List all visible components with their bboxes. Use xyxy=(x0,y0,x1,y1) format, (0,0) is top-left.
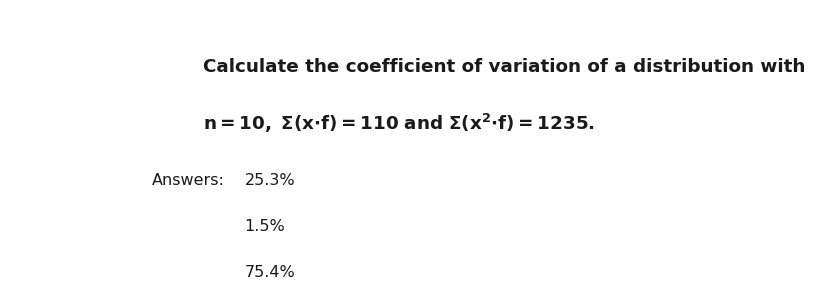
Text: Answers:: Answers: xyxy=(151,174,224,188)
Text: 75.4%: 75.4% xyxy=(245,265,295,280)
Text: 1.5%: 1.5% xyxy=(245,219,285,234)
Text: $\mathbf{n=10,\ \Sigma(x{\bullet}f)=110\ and\ \Sigma(x^2{\bullet}f)=1235.}$: $\mathbf{n=10,\ \Sigma(x{\bullet}f)=110\… xyxy=(203,112,595,135)
Text: 25.3%: 25.3% xyxy=(245,174,295,188)
Text: Calculate the coefficient of variation of a distribution with: Calculate the coefficient of variation o… xyxy=(203,58,805,76)
